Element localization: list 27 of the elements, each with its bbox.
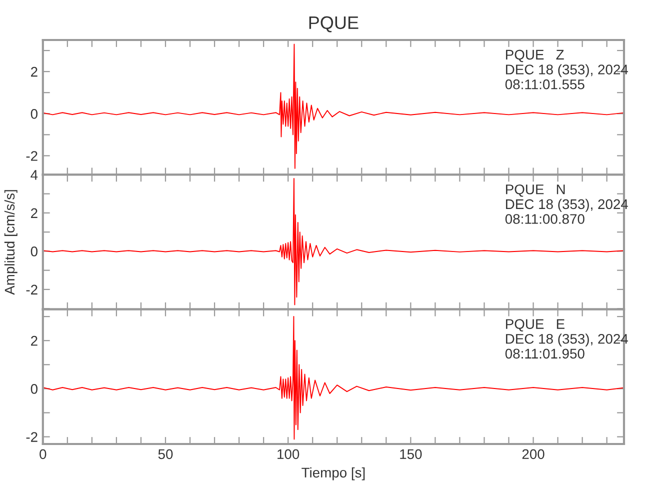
x-axis-title: Tiempo [s]: [302, 467, 365, 480]
y-tick-label: 4: [30, 170, 38, 180]
chart-title: PQUE: [309, 16, 358, 32]
annotation: 08:11:01.950: [505, 348, 584, 359]
annotation: PQUE Z: [506, 50, 564, 62]
annotation: PQUE N: [506, 184, 565, 197]
y-tick-label: -2: [26, 151, 38, 161]
x-tick-label: 200: [522, 449, 544, 460]
x-tick-label: 0: [40, 449, 46, 460]
y-tick-label: 2: [31, 336, 38, 346]
annotation: DEC 18 (353), 2024: [506, 198, 628, 212]
y-tick-label: 2: [31, 66, 38, 77]
x-tick-label: 150: [400, 449, 422, 460]
annotation: DEC 18 (353), 2024: [506, 334, 628, 347]
x-tick-label: 100: [278, 449, 300, 460]
y-tick-label: 2: [31, 208, 38, 218]
y-tick-label: 0: [30, 384, 38, 394]
annotation: 08:11:01.555: [505, 79, 584, 90]
y-tick-label: 0: [30, 246, 38, 256]
y-tick-label: -2: [26, 284, 38, 294]
annotation: 08:11:00.870: [505, 214, 584, 224]
annotation: PQUE E: [506, 319, 564, 332]
annotation: DEC 18 (353), 2024: [506, 64, 628, 78]
x-tick-label: 50: [158, 449, 173, 460]
y-tick-label: -2: [26, 432, 38, 442]
y-axis-title: Amplitud [cm/s/s]: [4, 190, 18, 295]
y-tick-label: 0: [30, 108, 38, 119]
